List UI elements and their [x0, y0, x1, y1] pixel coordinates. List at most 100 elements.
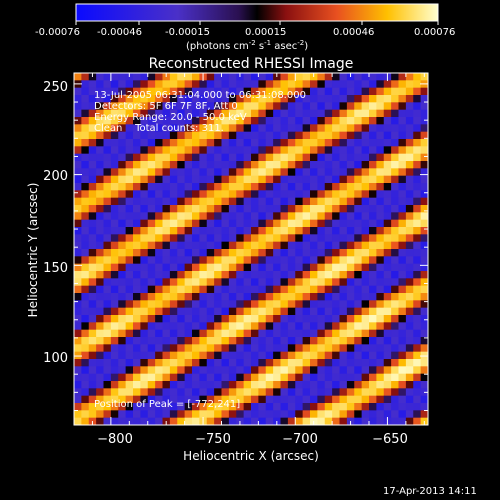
heatmap-cell — [228, 417, 237, 425]
heatmap-cell — [243, 344, 252, 353]
heatmap-cell — [398, 366, 407, 375]
heatmap-cell — [376, 249, 385, 257]
heatmap-cell — [265, 307, 274, 316]
heatmap-cell — [280, 256, 289, 265]
heatmap-cell — [236, 241, 245, 250]
heatmap-cell — [273, 373, 282, 382]
heatmap-cell — [133, 131, 141, 140]
heatmap-cell — [88, 205, 97, 213]
heatmap-cell — [133, 124, 141, 133]
heatmap-cell — [420, 212, 428, 221]
heatmap-cell — [162, 146, 171, 155]
heatmap-cell — [184, 102, 193, 111]
heatmap-cell — [118, 161, 127, 169]
heatmap-cell — [125, 87, 134, 96]
heatmap-cell — [110, 139, 119, 147]
heatmap-cell — [354, 359, 363, 367]
heatmap-cell — [317, 190, 326, 199]
heatmap-cell — [110, 241, 119, 250]
heatmap-cell — [177, 80, 186, 89]
heatmap-cell — [339, 109, 348, 118]
heatmap-cell — [346, 249, 355, 257]
xtick-label-2: −700 — [282, 432, 318, 447]
heatmap-cell — [273, 124, 282, 133]
heatmap-cell — [96, 190, 105, 199]
heatmap-cell — [81, 271, 90, 279]
heatmap-cell — [199, 197, 208, 206]
heatmap-cell — [376, 146, 385, 155]
heatmap-cell — [369, 337, 377, 345]
heatmap-cell — [110, 190, 119, 199]
heatmap-cell — [324, 124, 333, 133]
heatmap-cell — [96, 219, 105, 228]
heatmap-cell — [74, 87, 82, 96]
heatmap-cell — [361, 300, 370, 309]
heatmap-cell — [376, 381, 385, 389]
heatmap-cell — [251, 205, 259, 213]
heatmap-cell — [110, 212, 119, 221]
colorbar-tick-1: -0.00046 — [97, 27, 142, 38]
heatmap-cell — [324, 344, 333, 353]
heatmap-cell — [302, 212, 311, 221]
heatmap-cell — [354, 271, 363, 279]
heatmap-cell — [192, 73, 200, 81]
heatmap-cell — [324, 293, 333, 301]
heatmap-cell — [295, 373, 304, 382]
heatmap-cell — [398, 80, 407, 89]
heatmap-cell — [228, 410, 237, 419]
heatmap-cell — [398, 87, 407, 96]
heatmap-cell — [147, 329, 156, 338]
heatmap-cell — [258, 205, 267, 213]
heatmap-cell — [206, 197, 215, 206]
heatmap-cell — [133, 337, 141, 345]
heatmap-cell — [162, 183, 171, 191]
heatmap-cell — [339, 300, 348, 309]
heatmap-cell — [103, 87, 112, 96]
heatmap-cell — [251, 300, 259, 309]
heatmap-cell — [169, 234, 178, 243]
heatmap-cell — [103, 307, 112, 316]
heatmap-cell — [251, 381, 259, 389]
heatmap-cell — [376, 73, 385, 81]
heatmap-cell — [147, 234, 156, 243]
heatmap-cell — [74, 381, 82, 389]
heatmap-cell — [177, 219, 186, 228]
heatmap-cell — [147, 153, 156, 162]
heatmap-cell — [302, 227, 311, 235]
heatmap-cell — [243, 395, 252, 404]
heatmap-cell — [199, 366, 208, 375]
heatmap-cell — [177, 271, 186, 279]
heatmap-cell — [162, 271, 171, 279]
heatmap-cell — [376, 227, 385, 235]
heatmap-cell — [140, 73, 149, 81]
heatmap-cell — [302, 117, 311, 125]
heatmap-cell — [361, 197, 370, 206]
heatmap-cell — [206, 219, 215, 228]
heatmap-cell — [265, 87, 274, 96]
heatmap-cell — [177, 153, 186, 162]
heatmap-cell — [214, 153, 223, 162]
heatmap-cell — [184, 175, 193, 184]
heatmap-cell — [162, 241, 171, 250]
heatmap-cell — [125, 131, 134, 140]
heatmap-cell — [273, 278, 282, 287]
heatmap-cell — [405, 249, 414, 257]
heatmap-cell — [140, 263, 149, 272]
heatmap-cell — [118, 80, 127, 89]
heatmap-cell — [192, 329, 200, 338]
heatmap-cell — [214, 183, 223, 191]
heatmap-cell — [169, 73, 178, 81]
heatmap-cell — [140, 315, 149, 323]
heatmap-cell — [103, 197, 112, 206]
heatmap-cell — [346, 227, 355, 235]
heatmap-cell — [236, 315, 245, 323]
heatmap-cell — [162, 153, 171, 162]
heatmap-cell — [140, 197, 149, 206]
heatmap-cell — [110, 146, 119, 155]
heatmap-cell — [133, 403, 141, 411]
heatmap-cell — [339, 146, 348, 155]
heatmap-cell — [147, 124, 156, 133]
heatmap-cell — [391, 388, 400, 397]
heatmap-cell — [214, 249, 223, 257]
heatmap-cell — [413, 395, 422, 404]
